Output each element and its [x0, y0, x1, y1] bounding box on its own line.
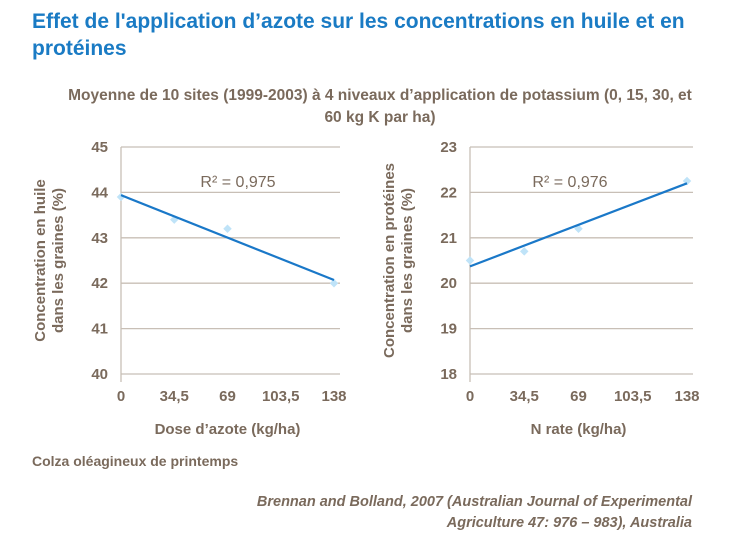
x-tick-label: 0 [466, 388, 474, 405]
x-axis-label: Dose d’azote (kg/ha) [155, 421, 301, 438]
y-tick-label: 42 [91, 275, 108, 292]
data-point [520, 247, 529, 256]
trendline [469, 182, 688, 268]
x-tick-label: 0 [117, 388, 125, 405]
y-tick-label: 41 [91, 321, 108, 338]
y-axis-label: dans les graines (%) [50, 188, 67, 333]
trendline [120, 194, 335, 282]
r-squared-label: R² = 0,975 [200, 174, 275, 191]
source-citation: Brennan and Bolland, 2007 (Australian Jo… [257, 492, 692, 534]
x-tick-label: 69 [219, 388, 236, 405]
y-tick-label: 22 [440, 184, 457, 201]
y-tick-label: 21 [440, 230, 457, 247]
x-tick-label: 34,5 [510, 388, 539, 405]
x-tick-label: 69 [570, 388, 587, 405]
y-tick-label: 43 [91, 230, 108, 247]
x-axis-label: N rate (kg/ha) [531, 421, 627, 438]
x-tick-label: 138 [674, 388, 699, 405]
source-line-1: Brennan and Bolland, 2007 (Australian Jo… [256, 494, 692, 510]
data-point [223, 224, 232, 233]
y-tick-label: 18 [440, 366, 457, 383]
y-tick-label: 19 [440, 321, 457, 338]
x-tick-label: 138 [321, 388, 346, 405]
y-tick-label: 23 [440, 139, 457, 156]
page-title: Effet de l'application d’azote sur les c… [32, 10, 685, 60]
x-tick-label: 103,5 [262, 388, 300, 405]
y-tick-label: 45 [91, 139, 108, 156]
r-squared-label: R² = 0,976 [532, 174, 607, 191]
x-tick-label: 34,5 [160, 388, 189, 405]
y-tick-label: 20 [440, 275, 457, 292]
data-point [329, 278, 339, 288]
y-axis-label: Concentration en huile [32, 179, 49, 342]
y-tick-label: 44 [91, 184, 108, 201]
y-axis-label: Concentration en protéines [381, 163, 398, 358]
y-tick-label: 40 [91, 366, 108, 383]
chart-subtitle: Moyenne de 10 sites (1999-2003) à 4 nive… [68, 87, 692, 126]
x-tick-label: 103,5 [614, 388, 652, 405]
y-axis-label: dans les graines (%) [399, 188, 416, 333]
source-line-2: Agriculture 47: 976 – 983), Australia [446, 515, 692, 531]
data-point [465, 256, 475, 265]
crop-note: Colza oléagineux de printemps [32, 453, 239, 469]
